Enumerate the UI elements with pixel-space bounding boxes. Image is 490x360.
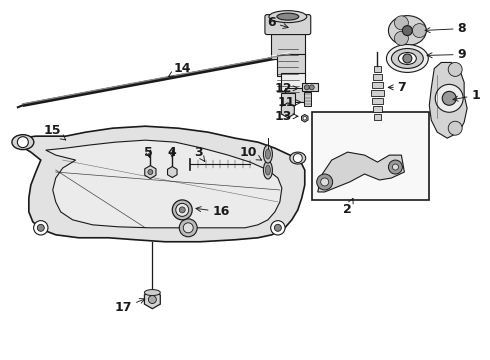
- Ellipse shape: [266, 165, 270, 175]
- Circle shape: [148, 170, 153, 175]
- Circle shape: [294, 154, 302, 163]
- Circle shape: [394, 31, 408, 45]
- Circle shape: [17, 137, 28, 148]
- Text: 9: 9: [427, 48, 466, 61]
- Bar: [371, 82, 384, 88]
- Ellipse shape: [389, 15, 426, 45]
- Text: 14: 14: [169, 62, 191, 76]
- Circle shape: [442, 91, 456, 105]
- Circle shape: [148, 296, 156, 303]
- Text: 2: 2: [343, 198, 353, 216]
- Ellipse shape: [12, 135, 34, 150]
- Ellipse shape: [266, 149, 270, 159]
- Bar: [285, 88, 305, 102]
- Circle shape: [179, 219, 197, 237]
- Text: 13: 13: [274, 110, 298, 123]
- Ellipse shape: [264, 161, 272, 179]
- Polygon shape: [318, 152, 404, 192]
- Bar: [373, 67, 382, 72]
- Circle shape: [34, 221, 48, 235]
- Circle shape: [183, 223, 193, 233]
- Ellipse shape: [145, 289, 160, 296]
- Bar: [302, 84, 318, 91]
- Ellipse shape: [264, 145, 272, 163]
- Circle shape: [394, 16, 408, 30]
- Polygon shape: [429, 62, 467, 138]
- Text: 11: 11: [277, 96, 301, 109]
- Text: 12: 12: [274, 82, 298, 95]
- Text: 10: 10: [239, 145, 262, 160]
- Ellipse shape: [387, 45, 428, 72]
- Circle shape: [270, 221, 285, 235]
- Bar: [304, 92, 311, 106]
- Bar: [277, 54, 305, 76]
- Circle shape: [448, 121, 462, 135]
- Bar: [372, 75, 383, 80]
- Circle shape: [309, 85, 314, 90]
- Bar: [312, 112, 429, 200]
- Bar: [281, 73, 305, 91]
- Text: 5: 5: [144, 145, 153, 159]
- Ellipse shape: [398, 53, 416, 64]
- Circle shape: [402, 26, 413, 36]
- Circle shape: [321, 178, 329, 186]
- Text: 3: 3: [194, 145, 205, 162]
- Polygon shape: [46, 140, 282, 228]
- Circle shape: [435, 84, 463, 112]
- Text: 1: 1: [453, 89, 480, 102]
- Bar: [370, 90, 385, 96]
- Text: 8: 8: [425, 22, 466, 35]
- Text: 6: 6: [268, 16, 288, 29]
- Text: 15: 15: [44, 124, 66, 140]
- Circle shape: [176, 203, 189, 216]
- Ellipse shape: [269, 11, 307, 23]
- Circle shape: [403, 54, 412, 63]
- Bar: [373, 114, 382, 120]
- Ellipse shape: [290, 152, 306, 164]
- Ellipse shape: [392, 49, 423, 68]
- Circle shape: [37, 224, 44, 231]
- Bar: [372, 106, 383, 112]
- Circle shape: [274, 224, 281, 231]
- Ellipse shape: [277, 13, 299, 20]
- Text: 16: 16: [196, 205, 229, 219]
- Circle shape: [303, 116, 307, 120]
- Circle shape: [179, 207, 185, 213]
- Circle shape: [413, 24, 426, 37]
- Text: 17: 17: [115, 298, 145, 314]
- Circle shape: [448, 62, 462, 76]
- Text: 4: 4: [168, 145, 177, 159]
- Polygon shape: [13, 126, 305, 242]
- Text: 7: 7: [388, 81, 406, 94]
- Circle shape: [392, 164, 398, 170]
- Circle shape: [389, 160, 402, 174]
- Circle shape: [172, 200, 192, 220]
- FancyBboxPatch shape: [265, 15, 311, 35]
- Circle shape: [304, 85, 309, 90]
- Bar: [371, 98, 384, 104]
- Bar: [271, 32, 305, 59]
- Circle shape: [317, 174, 333, 190]
- Bar: [281, 93, 295, 105]
